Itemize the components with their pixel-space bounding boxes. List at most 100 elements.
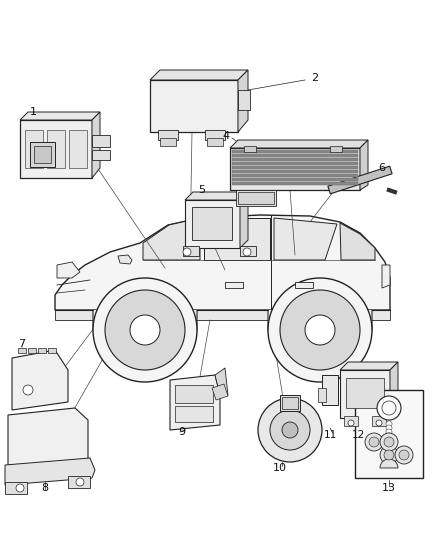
Bar bbox=[232, 166, 358, 168]
Bar bbox=[225, 282, 243, 288]
Circle shape bbox=[282, 422, 298, 438]
Text: 7: 7 bbox=[18, 339, 25, 349]
Polygon shape bbox=[55, 310, 390, 320]
Bar bbox=[340, 370, 390, 418]
Bar bbox=[238, 192, 274, 204]
Polygon shape bbox=[382, 265, 390, 288]
Bar bbox=[183, 246, 199, 256]
Bar bbox=[232, 162, 358, 165]
Text: 10: 10 bbox=[273, 463, 287, 473]
Polygon shape bbox=[360, 140, 368, 190]
Polygon shape bbox=[170, 375, 220, 430]
Polygon shape bbox=[5, 458, 95, 485]
Bar bbox=[38, 348, 46, 353]
Polygon shape bbox=[240, 192, 248, 248]
Circle shape bbox=[348, 420, 354, 426]
Circle shape bbox=[270, 410, 310, 450]
Circle shape bbox=[268, 278, 372, 382]
Polygon shape bbox=[150, 70, 248, 80]
Bar bbox=[160, 138, 176, 146]
Polygon shape bbox=[143, 218, 200, 260]
Bar bbox=[175, 406, 213, 422]
Bar bbox=[30, 142, 55, 167]
Bar bbox=[232, 174, 358, 176]
Bar bbox=[232, 158, 358, 160]
Bar bbox=[344, 416, 358, 426]
Polygon shape bbox=[340, 223, 375, 260]
Bar bbox=[372, 416, 386, 426]
Bar bbox=[92, 135, 110, 147]
Wedge shape bbox=[380, 459, 398, 468]
Polygon shape bbox=[12, 350, 68, 410]
Text: 11: 11 bbox=[323, 430, 337, 440]
Bar bbox=[330, 146, 342, 152]
Bar bbox=[232, 154, 358, 157]
Bar bbox=[20, 120, 92, 178]
Bar bbox=[232, 178, 358, 181]
Polygon shape bbox=[92, 112, 100, 178]
Bar bbox=[240, 246, 256, 256]
Circle shape bbox=[130, 315, 160, 345]
Circle shape bbox=[305, 315, 335, 345]
Bar bbox=[205, 130, 225, 140]
Bar bbox=[18, 348, 26, 353]
Circle shape bbox=[258, 398, 322, 462]
Circle shape bbox=[384, 437, 394, 447]
Text: 2: 2 bbox=[311, 73, 318, 83]
Polygon shape bbox=[93, 310, 197, 360]
Circle shape bbox=[105, 290, 185, 370]
Circle shape bbox=[243, 248, 251, 256]
Circle shape bbox=[280, 290, 360, 370]
Text: 4: 4 bbox=[223, 131, 230, 141]
Circle shape bbox=[380, 446, 398, 464]
Circle shape bbox=[386, 429, 392, 435]
Polygon shape bbox=[340, 362, 398, 370]
Bar bbox=[69, 130, 87, 168]
Polygon shape bbox=[55, 215, 390, 310]
Circle shape bbox=[399, 450, 409, 460]
Polygon shape bbox=[57, 262, 80, 278]
Circle shape bbox=[395, 446, 413, 464]
Circle shape bbox=[365, 433, 383, 451]
Polygon shape bbox=[118, 255, 132, 264]
Bar bbox=[150, 80, 238, 132]
Bar bbox=[244, 146, 256, 152]
Bar bbox=[318, 388, 326, 402]
Polygon shape bbox=[20, 112, 100, 120]
Bar bbox=[48, 348, 56, 353]
Polygon shape bbox=[212, 384, 228, 400]
Circle shape bbox=[369, 437, 379, 447]
Text: 13: 13 bbox=[382, 483, 396, 493]
Text: 6: 6 bbox=[378, 163, 385, 173]
Bar bbox=[158, 130, 178, 140]
Circle shape bbox=[380, 433, 398, 451]
Circle shape bbox=[386, 433, 392, 439]
Bar bbox=[322, 375, 338, 405]
Bar bbox=[92, 150, 110, 160]
Bar bbox=[232, 170, 358, 173]
Text: 1: 1 bbox=[30, 107, 37, 117]
Circle shape bbox=[76, 478, 84, 486]
Polygon shape bbox=[268, 310, 372, 360]
Bar bbox=[280, 395, 300, 411]
Polygon shape bbox=[215, 368, 228, 395]
Polygon shape bbox=[204, 218, 270, 260]
Bar bbox=[25, 130, 43, 168]
Polygon shape bbox=[185, 192, 248, 200]
Bar bbox=[232, 150, 358, 152]
Bar bbox=[346, 378, 384, 408]
Bar bbox=[232, 182, 358, 184]
Circle shape bbox=[183, 248, 191, 256]
Circle shape bbox=[382, 401, 396, 415]
Polygon shape bbox=[230, 140, 368, 148]
Circle shape bbox=[377, 396, 401, 420]
FancyBboxPatch shape bbox=[328, 166, 392, 194]
Bar bbox=[282, 397, 298, 409]
Bar bbox=[185, 200, 240, 248]
Circle shape bbox=[386, 425, 392, 431]
Bar bbox=[28, 348, 36, 353]
Bar bbox=[192, 207, 232, 240]
Bar bbox=[47, 130, 65, 168]
Bar bbox=[236, 190, 276, 206]
Polygon shape bbox=[238, 70, 248, 132]
